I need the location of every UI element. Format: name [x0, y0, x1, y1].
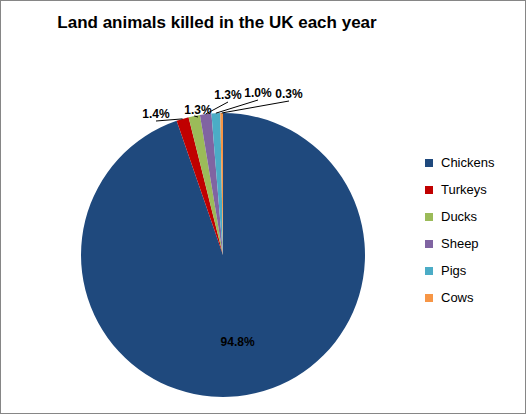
html-text:Cows: Cows — [441, 290, 474, 305]
html-text:Ducks: Ducks — [441, 209, 478, 224]
html-text:Land animals killed in the UK: Land animals killed in the UK each year — [57, 13, 377, 32]
svg-text:1.0%: 1.0% — [244, 86, 272, 100]
svg-text:0.3%: 0.3% — [275, 87, 303, 101]
svg-text:1.3%: 1.3% — [184, 103, 212, 117]
html-text:Turkeys: Turkeys — [441, 182, 487, 197]
svg-text:1.3%: 1.3% — [214, 88, 242, 102]
html-text:Chickens: Chickens — [441, 155, 495, 170]
svg-text:94.8%: 94.8% — [221, 335, 255, 349]
svg-text:1.4%: 1.4% — [142, 107, 170, 121]
html-text:Pigs: Pigs — [441, 263, 467, 278]
html-text:Sheep: Sheep — [441, 236, 479, 251]
